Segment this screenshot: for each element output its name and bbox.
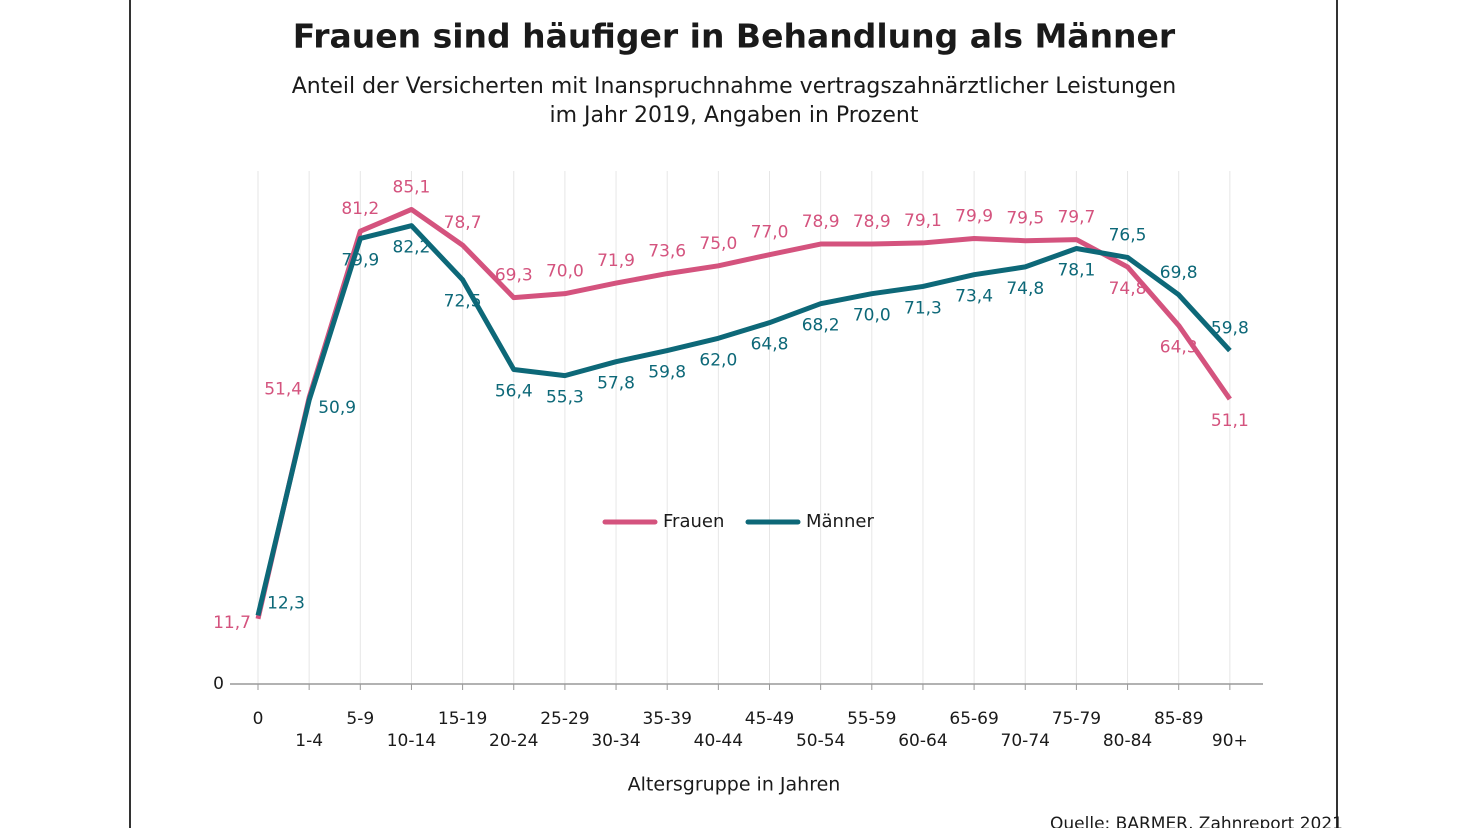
x-tick-label: 30-34 (591, 731, 640, 751)
chart-title: Frauen sind häufiger in Behandlung als M… (293, 17, 1176, 56)
data-label: 75,0 (699, 234, 737, 254)
x-axis-title: Altersgruppe in Jahren (628, 774, 841, 796)
x-tick-label: 55-59 (847, 709, 896, 729)
data-label: 72,5 (444, 292, 482, 312)
data-label: 78,9 (802, 212, 840, 232)
data-label: 74,8 (1109, 279, 1147, 299)
x-tick-label: 5-9 (346, 709, 374, 729)
data-label: 78,1 (1057, 261, 1095, 281)
data-label: 56,4 (495, 382, 533, 402)
x-tick-label: 35-39 (642, 709, 691, 729)
x-tick-label: 20-24 (489, 731, 538, 751)
x-tick-label: 40-44 (694, 731, 743, 751)
source: Quelle: BARMER, Zahnreport 2021 (1050, 814, 1343, 828)
x-tick-label: 0 (253, 709, 264, 729)
data-label: 78,7 (444, 213, 482, 233)
chart-subtitle: im Jahr 2019, Angaben in Prozent (550, 103, 919, 128)
data-label: 81,2 (341, 199, 379, 219)
data-label: 57,8 (597, 374, 635, 394)
data-label: 74,8 (1006, 279, 1044, 299)
data-label: 70,0 (546, 262, 584, 282)
data-label: 69,3 (495, 266, 533, 286)
data-label: 11,7 (213, 613, 251, 633)
data-label: 79,7 (1057, 208, 1095, 228)
data-label: 12,3 (267, 593, 305, 613)
line (255, 223, 1232, 616)
legend-label: Männer (806, 511, 874, 532)
x-tick-label: 90+ (1212, 731, 1248, 751)
line (255, 206, 1232, 620)
x-tick-label: 10-14 (387, 731, 436, 751)
x-tick-label: 70-74 (1001, 731, 1050, 751)
data-label: 51,1 (1211, 411, 1249, 431)
x-tick-label: 75-79 (1052, 709, 1101, 729)
x-tick-label: 45-49 (745, 709, 794, 729)
data-label: 68,2 (802, 316, 840, 336)
data-label: 79,1 (904, 211, 942, 231)
x-tick-label: 50-54 (796, 731, 845, 751)
x-tick-label: 60-64 (898, 731, 947, 751)
data-label: 79,9 (955, 206, 993, 226)
data-label: 59,8 (1211, 319, 1249, 339)
x-tick-label: 85-89 (1154, 709, 1203, 729)
data-label: 82,2 (393, 238, 431, 258)
x-tick-label: 1-4 (295, 731, 323, 751)
data-label: 51,4 (264, 379, 302, 399)
x-tick-label: 80-84 (1103, 731, 1152, 751)
x-tick-label: 15-19 (438, 709, 487, 729)
data-label: 55,3 (546, 388, 584, 408)
data-label: 78,9 (853, 212, 891, 232)
data-label: 79,5 (1006, 209, 1044, 229)
data-label: 50,9 (318, 398, 356, 418)
data-label: 64,3 (1160, 337, 1198, 357)
data-label: 64,8 (751, 335, 789, 355)
data-label: 76,5 (1109, 225, 1147, 245)
data-label: 73,4 (955, 287, 993, 307)
data-label: 77,0 (751, 223, 789, 243)
data-label: 79,9 (341, 250, 379, 270)
chart-subtitle: Anteil der Versicherten mit Inanspruchna… (292, 74, 1177, 99)
data-label: 62,0 (699, 350, 737, 370)
data-label: 71,3 (904, 298, 942, 318)
data-label: 71,9 (597, 251, 635, 271)
x-tick-label: 65-69 (949, 709, 998, 729)
x-tick-label: 25-29 (540, 709, 589, 729)
data-label: 59,8 (648, 363, 686, 383)
y-tick-label: 0 (213, 674, 224, 694)
data-label: 69,8 (1160, 263, 1198, 283)
data-label: 85,1 (393, 177, 431, 197)
legend-label: Frauen (663, 511, 724, 532)
data-label: 70,0 (853, 306, 891, 326)
data-label: 73,6 (648, 242, 686, 262)
